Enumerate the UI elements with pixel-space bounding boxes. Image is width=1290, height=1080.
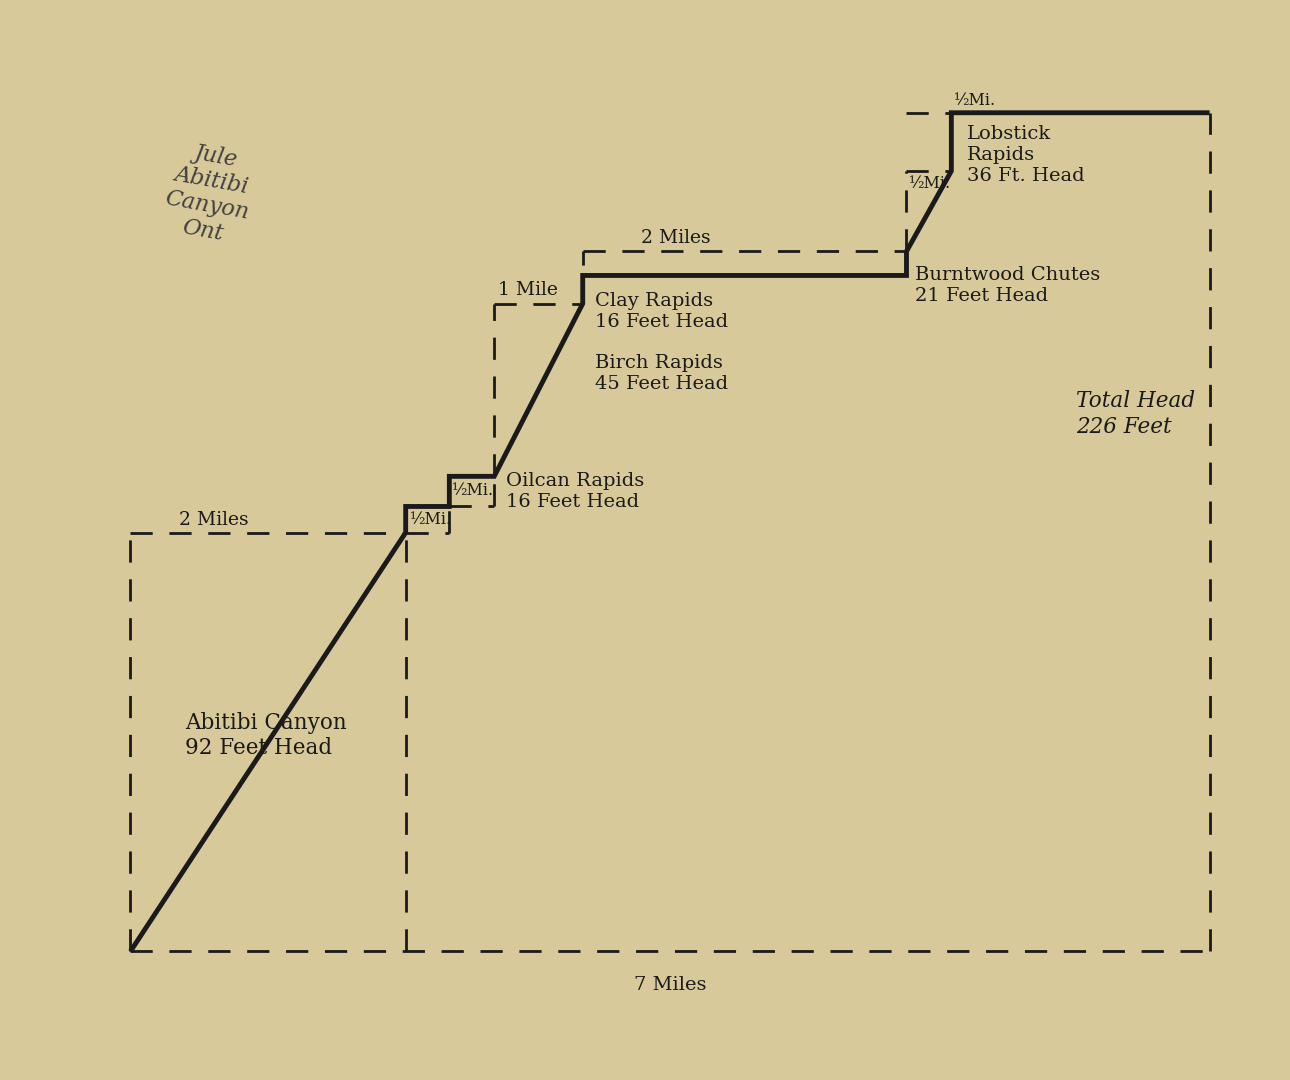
Text: ½Mi.: ½Mi. (451, 482, 494, 499)
Text: 2 Miles: 2 Miles (641, 229, 711, 247)
Text: Oilcan Rapids
16 Feet Head: Oilcan Rapids 16 Feet Head (507, 472, 645, 511)
Text: ½Mi.: ½Mi. (409, 511, 452, 528)
Text: Abitibi Canyon
92 Feet Head: Abitibi Canyon 92 Feet Head (184, 712, 347, 759)
Text: ½Mi.: ½Mi. (909, 175, 951, 191)
Text: ½Mi.: ½Mi. (953, 92, 996, 109)
Text: Clay Rapids
16 Feet Head: Clay Rapids 16 Feet Head (595, 293, 728, 332)
Text: 1 Mile: 1 Mile (498, 281, 557, 298)
Text: Lobstick
Rapids
36 Ft. Head: Lobstick Rapids 36 Ft. Head (968, 125, 1085, 185)
Text: Jule
Abitibi
Canyon
Ont: Jule Abitibi Canyon Ont (159, 137, 259, 248)
Text: 2 Miles: 2 Miles (179, 511, 249, 528)
Text: Birch Rapids
45 Feet Head: Birch Rapids 45 Feet Head (595, 354, 728, 393)
Text: 7 Miles: 7 Miles (633, 975, 707, 994)
Text: Burntwood Chutes
21 Feet Head: Burntwood Chutes 21 Feet Head (915, 266, 1100, 305)
Text: Total Head
226 Feet: Total Head 226 Feet (1076, 390, 1196, 437)
